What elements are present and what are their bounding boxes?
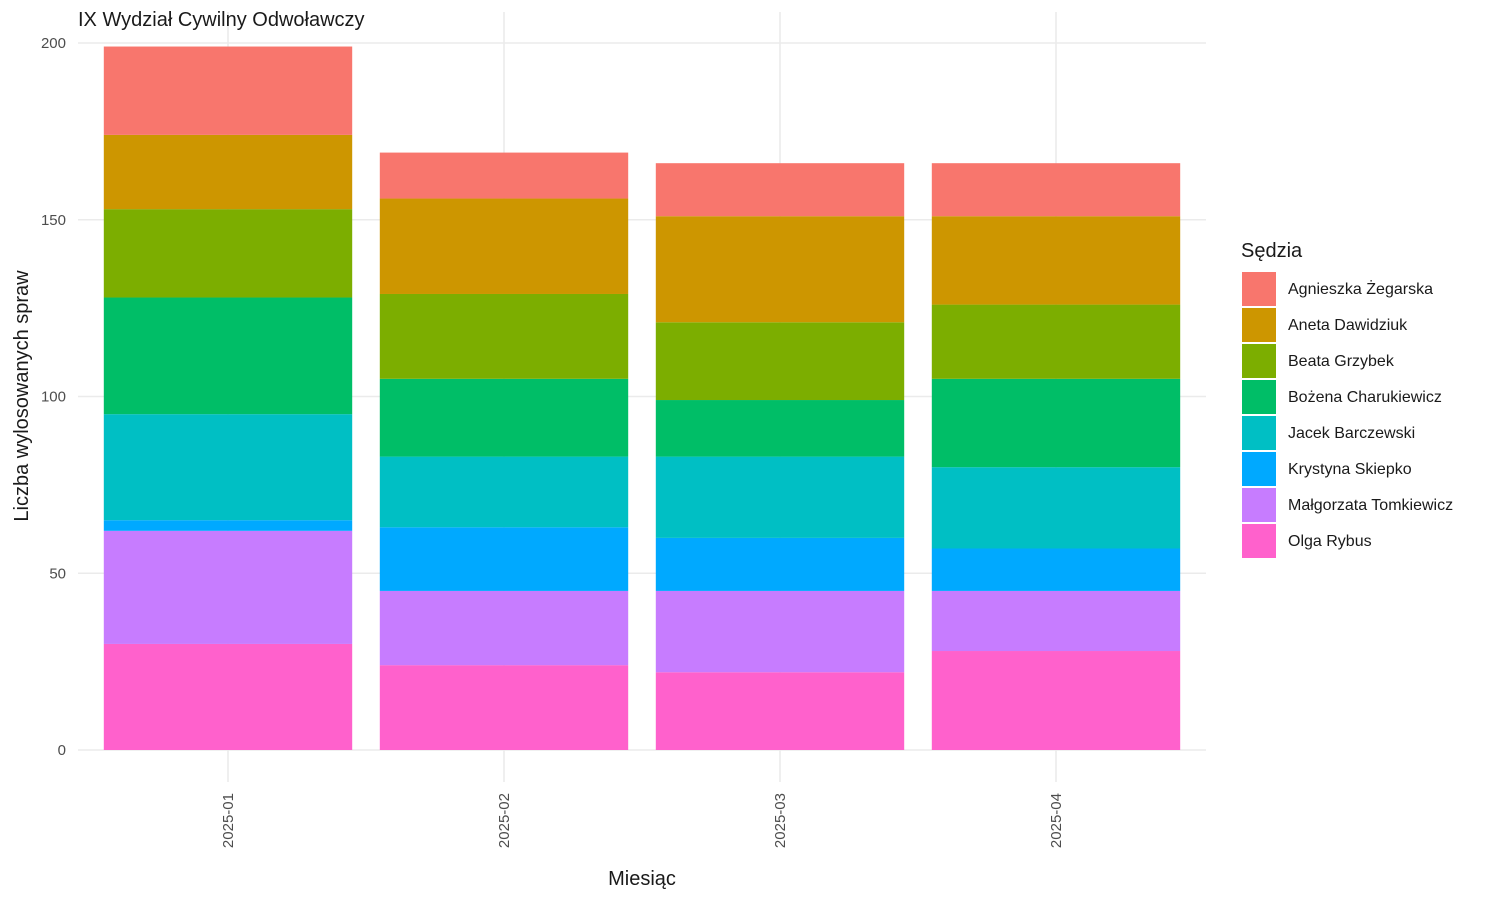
bar-segment [103,414,353,521]
legend: Sędzia Agnieszka Żegarska Aneta Dawidziuk… [1240,240,1453,560]
bar-segment [931,651,1181,750]
bar-segment [931,467,1181,549]
x-tick-label: 2025-01 [220,793,237,848]
x-tick-label: 2025-04 [1048,793,1065,848]
bar-segment [655,537,905,591]
bar-segment [103,46,353,135]
bar-segment [931,163,1181,217]
bar-segment [931,216,1181,305]
legend-swatch [1240,306,1278,344]
legend-label: Krystyna Skiepko [1288,461,1412,478]
legend-title: Sędzia [1241,240,1303,262]
x-axis-title: Miesiąc [608,868,676,890]
legend-swatch [1240,522,1278,560]
bar-segment [655,456,905,538]
legend-swatch [1240,450,1278,488]
x-tick-label: 2025-03 [772,793,789,848]
bar-segment [103,297,353,415]
bar-segment [931,590,1181,652]
legend-swatch [1240,414,1278,452]
y-tick-label: 50 [49,565,66,582]
bar-segment [103,520,353,531]
bars [103,46,1181,750]
bar-segment [655,163,905,217]
axes: 0 50 100 150 200 2025-01 2025-02 2025-03 2025-04 [41,35,1065,848]
legend-label: Małgorzata Tomkiewicz [1288,497,1453,514]
legend-swatch [1240,486,1278,524]
bar-segment [931,304,1181,379]
y-tick-label: 0 [58,742,66,759]
bar-segment [379,198,629,294]
legend-items: Agnieszka Żegarska Aneta Dawidziuk Beata G… [1240,270,1453,560]
y-tick-label: 100 [41,389,66,406]
bar-segment [103,530,353,644]
legend-swatch [1240,270,1278,308]
legend-label: Jacek Barczewski [1288,425,1415,442]
bar-segment [379,590,629,666]
bar-segment [103,643,353,750]
bar-segment [379,527,629,591]
chart-title: IX Wydział Cywilny Odwoławczy [78,9,365,31]
legend-label: Aneta Dawidziuk [1288,317,1408,334]
bar-segment [931,378,1181,468]
bar-segment [379,456,629,528]
legend-label: Beata Grzybek [1288,353,1395,370]
bar-segment [655,322,905,401]
y-axis-title: Liczba wylosowanych spraw [11,270,33,522]
legend-swatch [1240,342,1278,380]
bar-segment [379,378,629,457]
bar-segment [103,209,353,298]
legend-label: Agnieszka Żegarska [1288,279,1433,298]
bar-segment [379,293,629,379]
bar-segment [379,152,629,199]
bar-segment [655,590,905,673]
y-tick-label: 200 [41,35,66,52]
legend-swatch [1240,378,1278,416]
bar-segment [655,216,905,323]
x-tick-label: 2025-02 [496,793,513,848]
bar-segment [379,665,629,750]
bar-segment [655,672,905,750]
legend-label: Olga Rybus [1288,533,1372,550]
bar-segment [103,134,353,210]
bar-segment [931,548,1181,591]
y-tick-label: 150 [41,212,66,229]
bar-segment [655,400,905,457]
legend-label: Bożena Charukiewicz [1288,389,1442,406]
